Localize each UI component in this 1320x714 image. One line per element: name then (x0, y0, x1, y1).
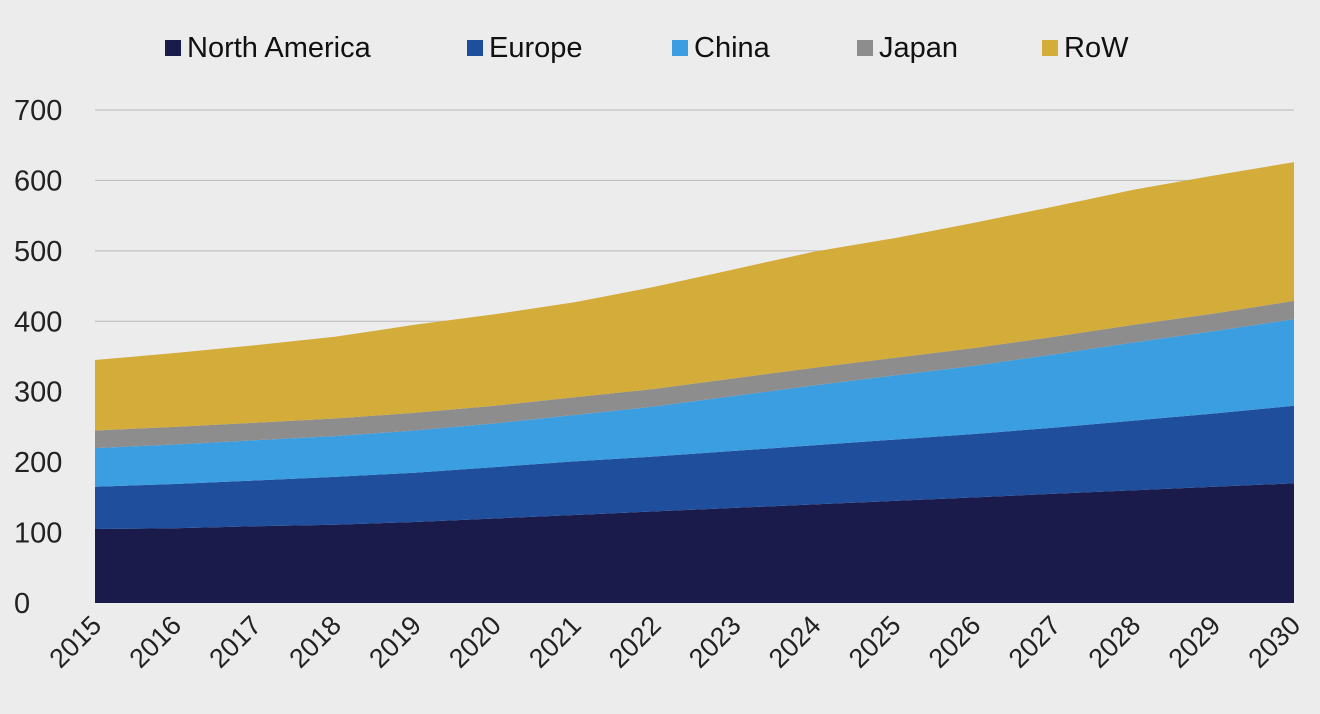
legend-item: China (672, 28, 770, 68)
y-axis-ticks: 0 100 200 300 400 500 600 700 (14, 95, 62, 620)
legend-label: China (694, 31, 770, 64)
legend-item: RoW (1042, 28, 1128, 68)
legend-swatch (165, 40, 181, 56)
x-tick-label: 2027 (1003, 610, 1067, 674)
x-tick-label: 2025 (843, 610, 907, 674)
area-series (95, 162, 1294, 603)
y-tick-label: 600 (14, 165, 62, 197)
x-tick-label: 2030 (1243, 610, 1307, 674)
x-tick-label: 2026 (923, 610, 987, 674)
area-china (95, 319, 1294, 487)
x-axis-ticks: 2015 2016 2017 2018 2019 2020 2021 2022 2023 2024… (44, 610, 1307, 674)
x-tick-label: 2023 (683, 610, 747, 674)
area-north-america (95, 483, 1294, 603)
legend-label: Europe (489, 31, 583, 64)
legend-swatch (1042, 40, 1058, 56)
x-tick-label: 2017 (203, 610, 267, 674)
y-tick-label: 700 (14, 95, 62, 127)
y-tick-label: 500 (14, 236, 62, 268)
x-tick-label: 2016 (123, 610, 187, 674)
legend: North America Europe China Japan RoW (0, 28, 1320, 68)
legend-swatch (857, 40, 873, 56)
y-tick-label: 100 (14, 518, 62, 550)
x-tick-label: 2024 (763, 610, 827, 674)
x-tick-label: 2021 (523, 610, 587, 674)
x-tick-label: 2022 (603, 610, 667, 674)
y-tick-label: 400 (14, 306, 62, 338)
area-japan (95, 300, 1294, 449)
legend-label: Japan (879, 31, 959, 64)
x-tick-label: 2015 (44, 610, 108, 674)
legend-item: Japan (857, 28, 958, 68)
y-tick-label: 0 (14, 588, 30, 620)
legend-item: North America (165, 28, 371, 68)
y-tick-label: 200 (14, 447, 62, 479)
x-tick-label: 2018 (283, 610, 347, 674)
legend-swatch (467, 40, 483, 56)
x-tick-label: 2019 (363, 610, 427, 674)
legend-item: Europe (467, 28, 583, 68)
x-tick-label: 2020 (443, 610, 507, 674)
x-tick-label: 2029 (1163, 610, 1227, 674)
x-tick-label: 2028 (1083, 610, 1147, 674)
y-tick-label: 300 (14, 377, 62, 409)
area-europe (95, 405, 1294, 529)
area-row (95, 162, 1294, 431)
legend-swatch (672, 40, 688, 56)
legend-label: RoW (1064, 31, 1129, 64)
legend-label: North America (187, 31, 371, 64)
